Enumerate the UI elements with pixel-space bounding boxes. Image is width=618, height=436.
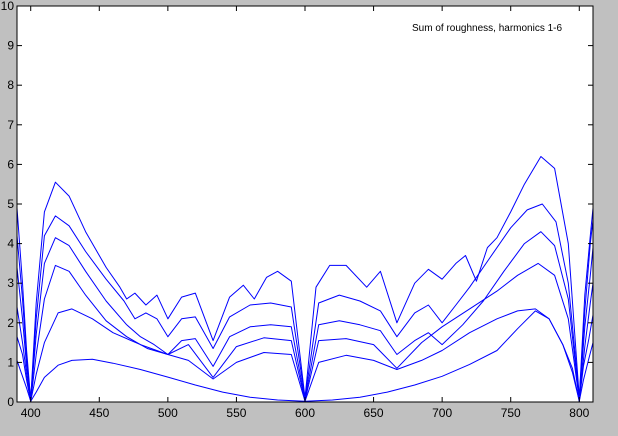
x-tick-label: 500 [158,406,178,420]
x-tick-label: 600 [295,406,315,420]
y-tick-label: 5 [7,197,14,211]
series-line-6 [16,156,594,401]
y-tick-label: 8 [7,78,14,92]
y-tick-label: 7 [7,118,14,132]
series-line-3 [16,262,594,402]
x-tick-label: 800 [569,406,589,420]
annotation-text: Sum of roughness, harmonics 1-6 [412,23,563,34]
x-tick-label: 450 [89,406,109,420]
axes-background [17,6,593,402]
y-tick-label: 9 [7,39,14,53]
x-tick-label: 700 [432,406,452,420]
y-tick-label: 1 [7,355,14,369]
y-tick-label: 10 [1,0,15,13]
y-tick-label: 4 [7,237,14,251]
x-tick-label: 650 [364,406,384,420]
x-tick-label: 400 [21,406,41,420]
x-tick-label: 550 [226,406,246,420]
x-tick-label: 750 [501,406,521,420]
series-line-4 [16,231,594,401]
y-tick-label: 6 [7,157,14,171]
y-tick-label: 3 [7,276,14,290]
y-tick-label: 0 [7,395,14,409]
y-tick-label: 2 [7,316,14,330]
series-line-5 [16,203,594,401]
ticks-group: 400 450 500 550 600 650 700 750 800 0 1 2 3 4 5 6 7 8 9 10 [1,0,593,420]
